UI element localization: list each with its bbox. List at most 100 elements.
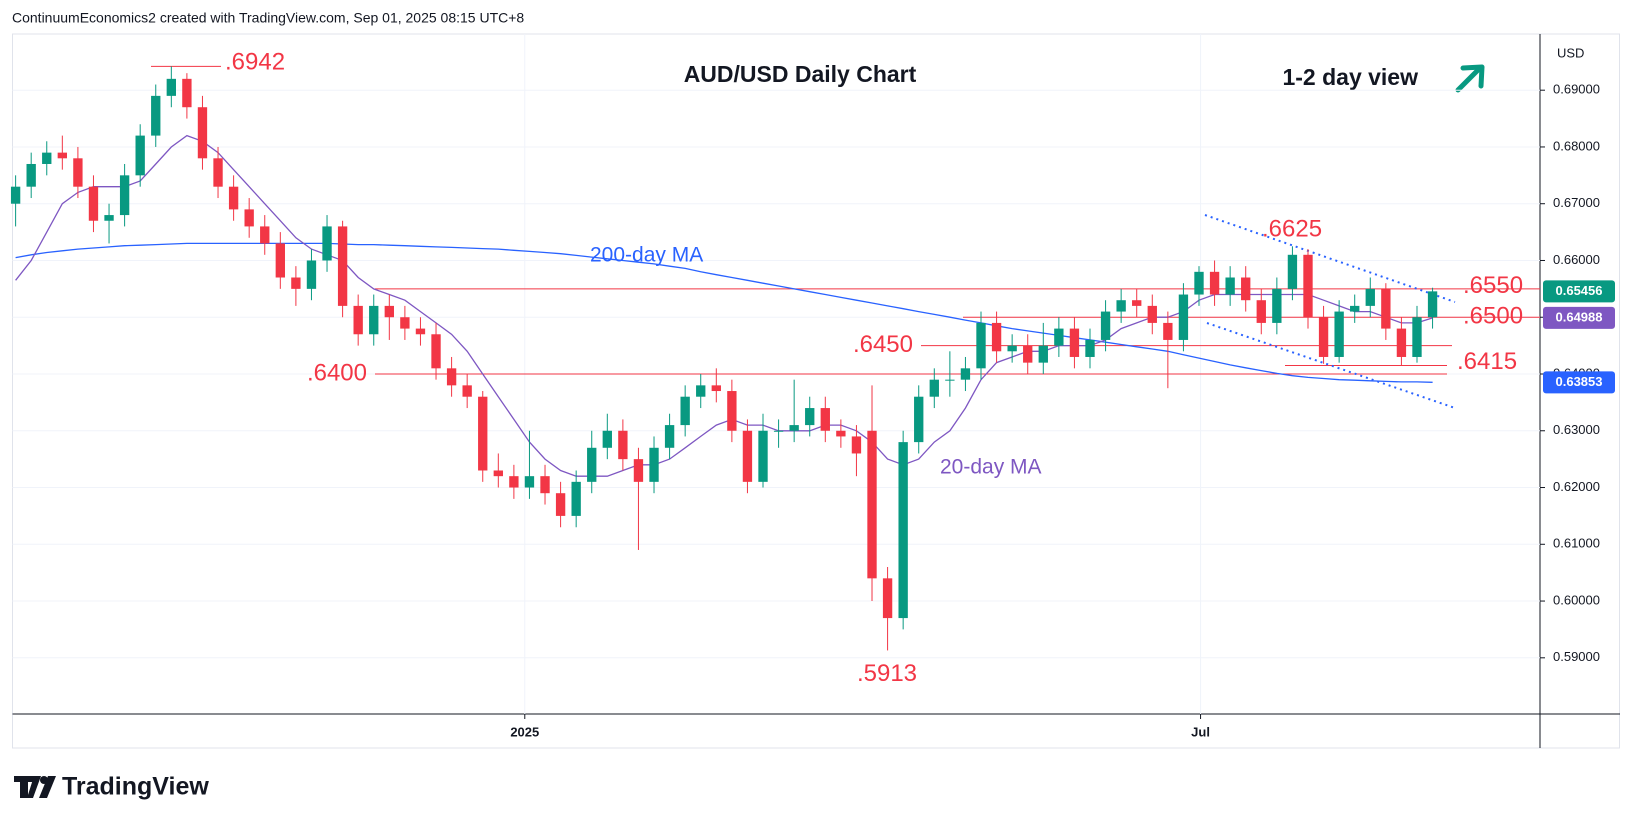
candle-body — [945, 379, 955, 381]
candle-body — [914, 396, 924, 443]
candle-body — [1256, 300, 1266, 323]
candle-body — [602, 430, 612, 448]
candle-body — [1132, 300, 1142, 306]
candle-body — [415, 328, 426, 335]
candle-body — [742, 430, 753, 482]
candle-body — [1100, 311, 1111, 340]
candle-body — [898, 442, 908, 619]
candle-body — [322, 226, 332, 261]
candle-body — [369, 305, 379, 335]
level-label: .6400 — [307, 359, 367, 386]
candle-body — [166, 78, 176, 96]
candle-body — [571, 481, 581, 516]
level-label: .6625 — [1262, 216, 1322, 243]
candle-body — [462, 385, 472, 397]
candle-body — [836, 430, 846, 437]
candle-body — [400, 317, 410, 329]
candle-body — [88, 186, 99, 221]
candle-body — [1085, 339, 1095, 357]
candle-body — [73, 158, 83, 187]
footer-text: TradingView — [62, 773, 209, 801]
candle-body — [1163, 322, 1173, 340]
candle-body — [991, 322, 1002, 352]
candle-body — [446, 368, 457, 386]
y-tick-label: 0.59000 — [1553, 649, 1600, 664]
candle-body — [1225, 277, 1235, 295]
candle-body — [976, 322, 986, 369]
candle-body — [1303, 254, 1313, 318]
price-label-box — [1543, 280, 1615, 303]
candle-body — [431, 334, 441, 369]
header-text: ContinuumEconomics2 created with Trading… — [12, 10, 524, 26]
candle-body — [851, 436, 862, 454]
candle-body — [1318, 317, 1329, 357]
chart-frame — [12, 33, 1620, 749]
y-tick-label: 0.69000 — [1553, 82, 1600, 97]
candle-body — [540, 476, 550, 494]
candle-body — [587, 447, 597, 482]
candle-body — [151, 95, 161, 136]
level-label: .6500 — [1463, 303, 1523, 330]
candle-body — [275, 243, 285, 278]
candle-body — [478, 396, 488, 471]
candle-body — [649, 447, 659, 482]
candle-body — [1147, 305, 1157, 323]
candle-body — [337, 226, 348, 306]
candle-body — [1365, 288, 1375, 306]
x-tick-label: 2025 — [510, 724, 539, 739]
candle-body — [524, 476, 535, 488]
level-label: .6942 — [225, 49, 285, 76]
trendline — [1206, 322, 1456, 409]
candle-body — [306, 260, 317, 289]
candle-body — [1069, 328, 1080, 357]
view-label: 1-2 day view — [1282, 64, 1418, 90]
candle-body — [493, 470, 503, 477]
up-arrow-icon — [1455, 64, 1485, 93]
candle-body — [1209, 271, 1220, 295]
candle-body — [119, 175, 130, 216]
candle-body — [135, 135, 145, 176]
candle-body — [758, 430, 768, 482]
level-label: .6450 — [853, 331, 913, 358]
candle-body — [1194, 271, 1204, 295]
candle-body — [10, 186, 21, 204]
y-tick-label: 0.61000 — [1553, 536, 1600, 551]
candle-body — [104, 215, 114, 221]
price-label-box — [1543, 306, 1615, 329]
candle-body — [680, 396, 690, 426]
candle-body — [1287, 254, 1298, 289]
level-label: .5913 — [857, 660, 917, 687]
moving-average-label: 20-day MA — [940, 456, 1042, 479]
candle-body — [867, 430, 877, 579]
candle-body — [1272, 288, 1282, 323]
candle-body — [1178, 294, 1189, 340]
candle-body — [773, 430, 784, 432]
y-tick-label: 0.63000 — [1553, 422, 1600, 437]
level-label: .6415 — [1457, 348, 1517, 375]
candle-body — [1241, 277, 1251, 301]
candle-body — [633, 459, 644, 482]
candle-body — [618, 430, 628, 460]
candle-body — [696, 385, 706, 397]
candle-body — [960, 368, 971, 380]
candle-body — [1116, 300, 1126, 312]
candle-body — [882, 578, 893, 619]
candle-body — [57, 152, 67, 159]
candle-body — [509, 476, 519, 488]
candle-body — [1412, 317, 1422, 357]
y-tick-label: 0.68000 — [1553, 138, 1600, 153]
candle-body — [42, 152, 52, 164]
candle-body — [805, 408, 815, 426]
candle-body — [711, 385, 721, 392]
candle-body — [182, 78, 192, 108]
currency-label: USD — [1557, 45, 1584, 60]
candle-body — [1350, 305, 1360, 312]
moving-average-label: 200-day MA — [590, 244, 703, 267]
candle-body — [1038, 345, 1048, 363]
price-label: 0.64988 — [1556, 309, 1603, 324]
moving-average-line — [15, 134, 1433, 477]
candle-body — [929, 379, 939, 397]
